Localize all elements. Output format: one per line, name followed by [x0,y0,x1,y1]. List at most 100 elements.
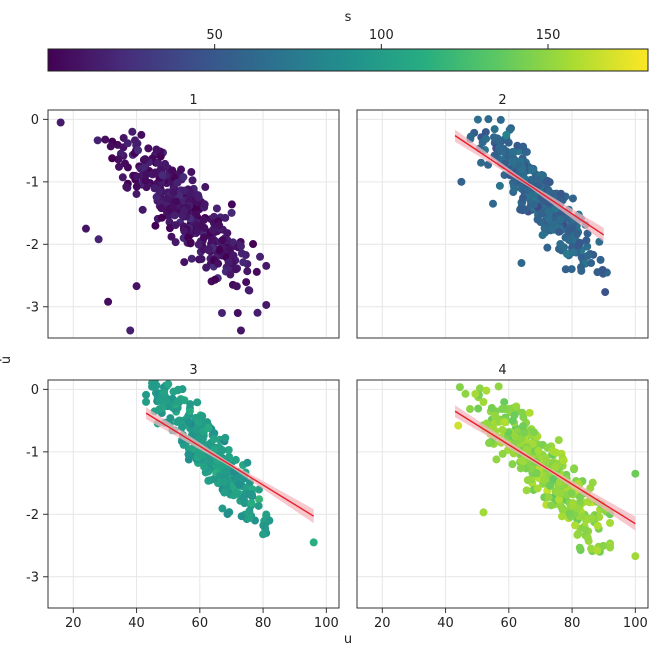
data-point [122,182,131,191]
data-point [144,363,152,371]
data-point [582,236,591,245]
x-tick-label: 20 [65,616,82,631]
data-point [80,79,88,87]
facet-panels: 1 0 -1 -2 -3 2 3 20 40 60 80 100 0 -1 -2 -3 4 20 40 60 80 100 [26,79,649,631]
data-point [518,165,527,174]
data-point [262,300,271,309]
data-points [56,79,271,335]
data-point [255,495,264,504]
data-point [567,489,576,498]
data-point [481,128,490,137]
data-point [209,225,218,234]
data-point [242,278,251,287]
regression-line [454,135,605,236]
data-point [564,235,573,244]
data-point [256,252,265,261]
data-point [520,428,529,437]
data-point [179,173,188,182]
data-point [545,178,554,187]
facet-panel-4: 4 20 40 60 80 100 [356,363,649,631]
data-point [212,204,221,213]
y-tick-label: -1 [26,175,39,190]
grid-lines [357,380,648,608]
x-axis-label: u [344,632,352,647]
data-point [186,400,195,409]
data-point [549,475,558,484]
data-point [218,446,227,455]
data-point [551,462,560,471]
x-tick-label: 100 [623,616,648,631]
data-point [118,173,127,182]
data-point [556,189,565,198]
data-point [538,231,547,240]
data-point [106,142,115,151]
data-point [562,249,571,258]
data-point [578,512,587,521]
data-point [598,266,607,275]
data-point [492,455,501,464]
data-point [500,398,509,407]
data-point [201,183,210,192]
data-point [512,402,521,411]
data-point [169,203,178,212]
data-point [236,242,245,251]
colorbar-ticks: 50 100 150 [206,28,560,49]
data-point [223,229,232,238]
data-point [259,521,268,530]
data-point [479,397,488,406]
data-point [148,382,157,391]
data-point [235,480,244,489]
y-tick-label: 0 [31,113,39,128]
data-point [571,521,580,530]
data-point [199,233,208,242]
data-point [149,367,157,375]
data-point [220,488,229,497]
data-point [565,226,574,235]
data-point [227,200,236,209]
data-point [210,275,219,284]
data-point [519,142,528,151]
data-point [218,504,227,513]
data-point [233,309,242,318]
x-tick-label: 40 [437,616,454,631]
data-point [243,458,252,467]
data-point [247,499,256,508]
data-point [568,500,577,509]
data-point [153,158,162,167]
data-point [530,200,539,209]
data-point [265,516,274,525]
data-point [104,297,113,306]
data-point [567,265,576,274]
data-point [561,265,570,274]
data-point [194,193,203,202]
data-point [138,205,147,214]
data-point [254,501,263,510]
data-point [559,456,568,465]
data-point [231,489,240,498]
data-point [193,398,202,407]
y-tick-label: -3 [26,570,39,585]
colorbar-tick-label: 100 [369,28,394,43]
data-point [497,405,506,414]
data-point [558,512,567,521]
data-point [101,135,110,144]
data-point [523,476,532,485]
data-point [243,267,252,276]
data-point [245,506,254,515]
data-point [547,224,556,233]
data-point [477,158,486,167]
data-point [180,226,189,235]
data-point [123,139,132,148]
data-point [108,154,117,163]
data-point [150,380,156,381]
x-tick-label: 40 [128,616,145,631]
colorbar-gradient [47,48,649,72]
data-point [548,189,557,198]
data-point [225,244,234,253]
data-point [184,450,193,459]
data-point [224,446,233,455]
facet-panel-title: 3 [189,363,197,378]
data-point [132,190,141,199]
data-point [223,510,232,519]
data-point [204,423,213,432]
